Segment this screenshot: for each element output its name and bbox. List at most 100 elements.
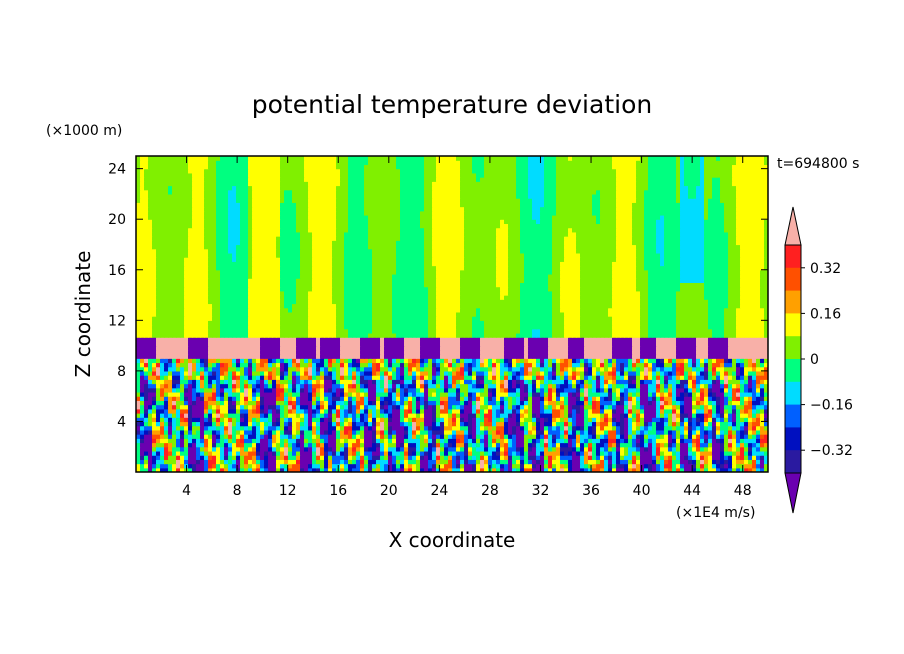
field-cell bbox=[188, 434, 193, 439]
field-cell bbox=[644, 434, 649, 439]
field-cell bbox=[600, 400, 605, 406]
field-cell bbox=[380, 463, 385, 469]
field-cell bbox=[624, 429, 629, 435]
field-cell bbox=[536, 370, 541, 376]
field-cell bbox=[488, 396, 493, 401]
field-cell bbox=[500, 341, 505, 347]
field-cell bbox=[324, 455, 329, 460]
field-cell bbox=[200, 379, 205, 385]
field-cell bbox=[180, 429, 185, 435]
field-cell bbox=[484, 450, 489, 456]
field-cell bbox=[560, 442, 565, 448]
field-cell bbox=[524, 446, 529, 452]
field-cell bbox=[380, 345, 385, 351]
field-cell bbox=[348, 349, 353, 355]
field-cell bbox=[144, 387, 149, 393]
field-cell bbox=[648, 345, 653, 351]
field-cell bbox=[340, 370, 345, 376]
field-cell bbox=[264, 429, 269, 435]
field-cell bbox=[396, 358, 401, 364]
field-cell bbox=[488, 421, 493, 427]
field-cell bbox=[168, 459, 173, 465]
field-cell bbox=[536, 450, 541, 456]
field-cell bbox=[548, 404, 553, 410]
field-cell bbox=[632, 429, 637, 435]
field-cell bbox=[632, 442, 637, 448]
field-cell bbox=[640, 345, 645, 351]
field-cell bbox=[176, 455, 181, 460]
field-cell bbox=[256, 341, 261, 347]
field-cell bbox=[372, 370, 377, 376]
field-cell bbox=[584, 366, 589, 372]
field-cell bbox=[728, 354, 733, 359]
field-cell bbox=[232, 354, 237, 359]
field-cell bbox=[312, 459, 317, 465]
field-cell bbox=[628, 459, 633, 465]
field-cell bbox=[336, 425, 341, 431]
field-cell bbox=[192, 434, 197, 439]
field-cell bbox=[704, 362, 709, 368]
field-cell bbox=[764, 362, 768, 368]
field-cell bbox=[740, 383, 745, 389]
field-cell bbox=[164, 404, 169, 410]
field-cell bbox=[420, 396, 425, 401]
field-cell bbox=[444, 463, 449, 469]
field-cell bbox=[164, 421, 169, 427]
field-cell bbox=[724, 463, 729, 469]
field-cell bbox=[728, 417, 733, 423]
field-cell bbox=[656, 438, 661, 444]
field-cell bbox=[548, 463, 553, 469]
field-cell bbox=[332, 391, 337, 397]
field-cell bbox=[272, 337, 277, 342]
field-cell bbox=[496, 354, 501, 359]
chart-title: potential temperature deviation bbox=[252, 90, 652, 119]
field-cell bbox=[672, 459, 677, 465]
field-cell bbox=[760, 463, 765, 469]
field-cell bbox=[176, 463, 181, 469]
field-cell bbox=[348, 366, 353, 372]
field-cell bbox=[412, 341, 417, 347]
field-cell bbox=[588, 467, 593, 472]
field-cell bbox=[360, 387, 365, 393]
field-cell bbox=[196, 370, 201, 376]
field-cell bbox=[392, 362, 397, 368]
field-cell bbox=[404, 345, 409, 351]
field-cell bbox=[476, 383, 481, 389]
field-cell bbox=[712, 375, 717, 380]
field-cell bbox=[540, 341, 545, 347]
field-cell bbox=[144, 375, 149, 380]
field-cell bbox=[332, 421, 337, 427]
field-cell bbox=[508, 429, 513, 435]
field-cell bbox=[284, 455, 289, 460]
field-cell bbox=[268, 404, 273, 410]
field-cell bbox=[496, 362, 501, 368]
field-cell bbox=[664, 358, 669, 364]
field-cell bbox=[524, 434, 529, 439]
field-cell bbox=[636, 341, 641, 347]
field-cell bbox=[604, 417, 609, 423]
field-cell bbox=[308, 455, 313, 460]
field-cell bbox=[268, 421, 273, 427]
field-cell bbox=[644, 400, 649, 406]
field-cell bbox=[632, 341, 637, 347]
field-cell bbox=[328, 429, 333, 435]
field-cell bbox=[388, 383, 393, 389]
field-cell bbox=[564, 358, 569, 364]
field-cell bbox=[484, 375, 489, 380]
field-cell bbox=[696, 358, 701, 364]
field-cell bbox=[512, 383, 517, 389]
field-cell bbox=[216, 421, 221, 427]
field-cell bbox=[404, 429, 409, 435]
field-cell bbox=[752, 345, 757, 351]
field-cell bbox=[192, 455, 197, 460]
field-cell bbox=[616, 354, 621, 359]
field-cell bbox=[536, 408, 541, 414]
field-cell bbox=[512, 425, 517, 431]
field-cell bbox=[344, 404, 349, 410]
field-cell bbox=[640, 463, 645, 469]
field-cell bbox=[256, 408, 261, 414]
field-cell bbox=[704, 455, 709, 460]
field-cell bbox=[472, 354, 477, 359]
field-cell bbox=[176, 425, 181, 431]
field-cell bbox=[476, 455, 481, 460]
